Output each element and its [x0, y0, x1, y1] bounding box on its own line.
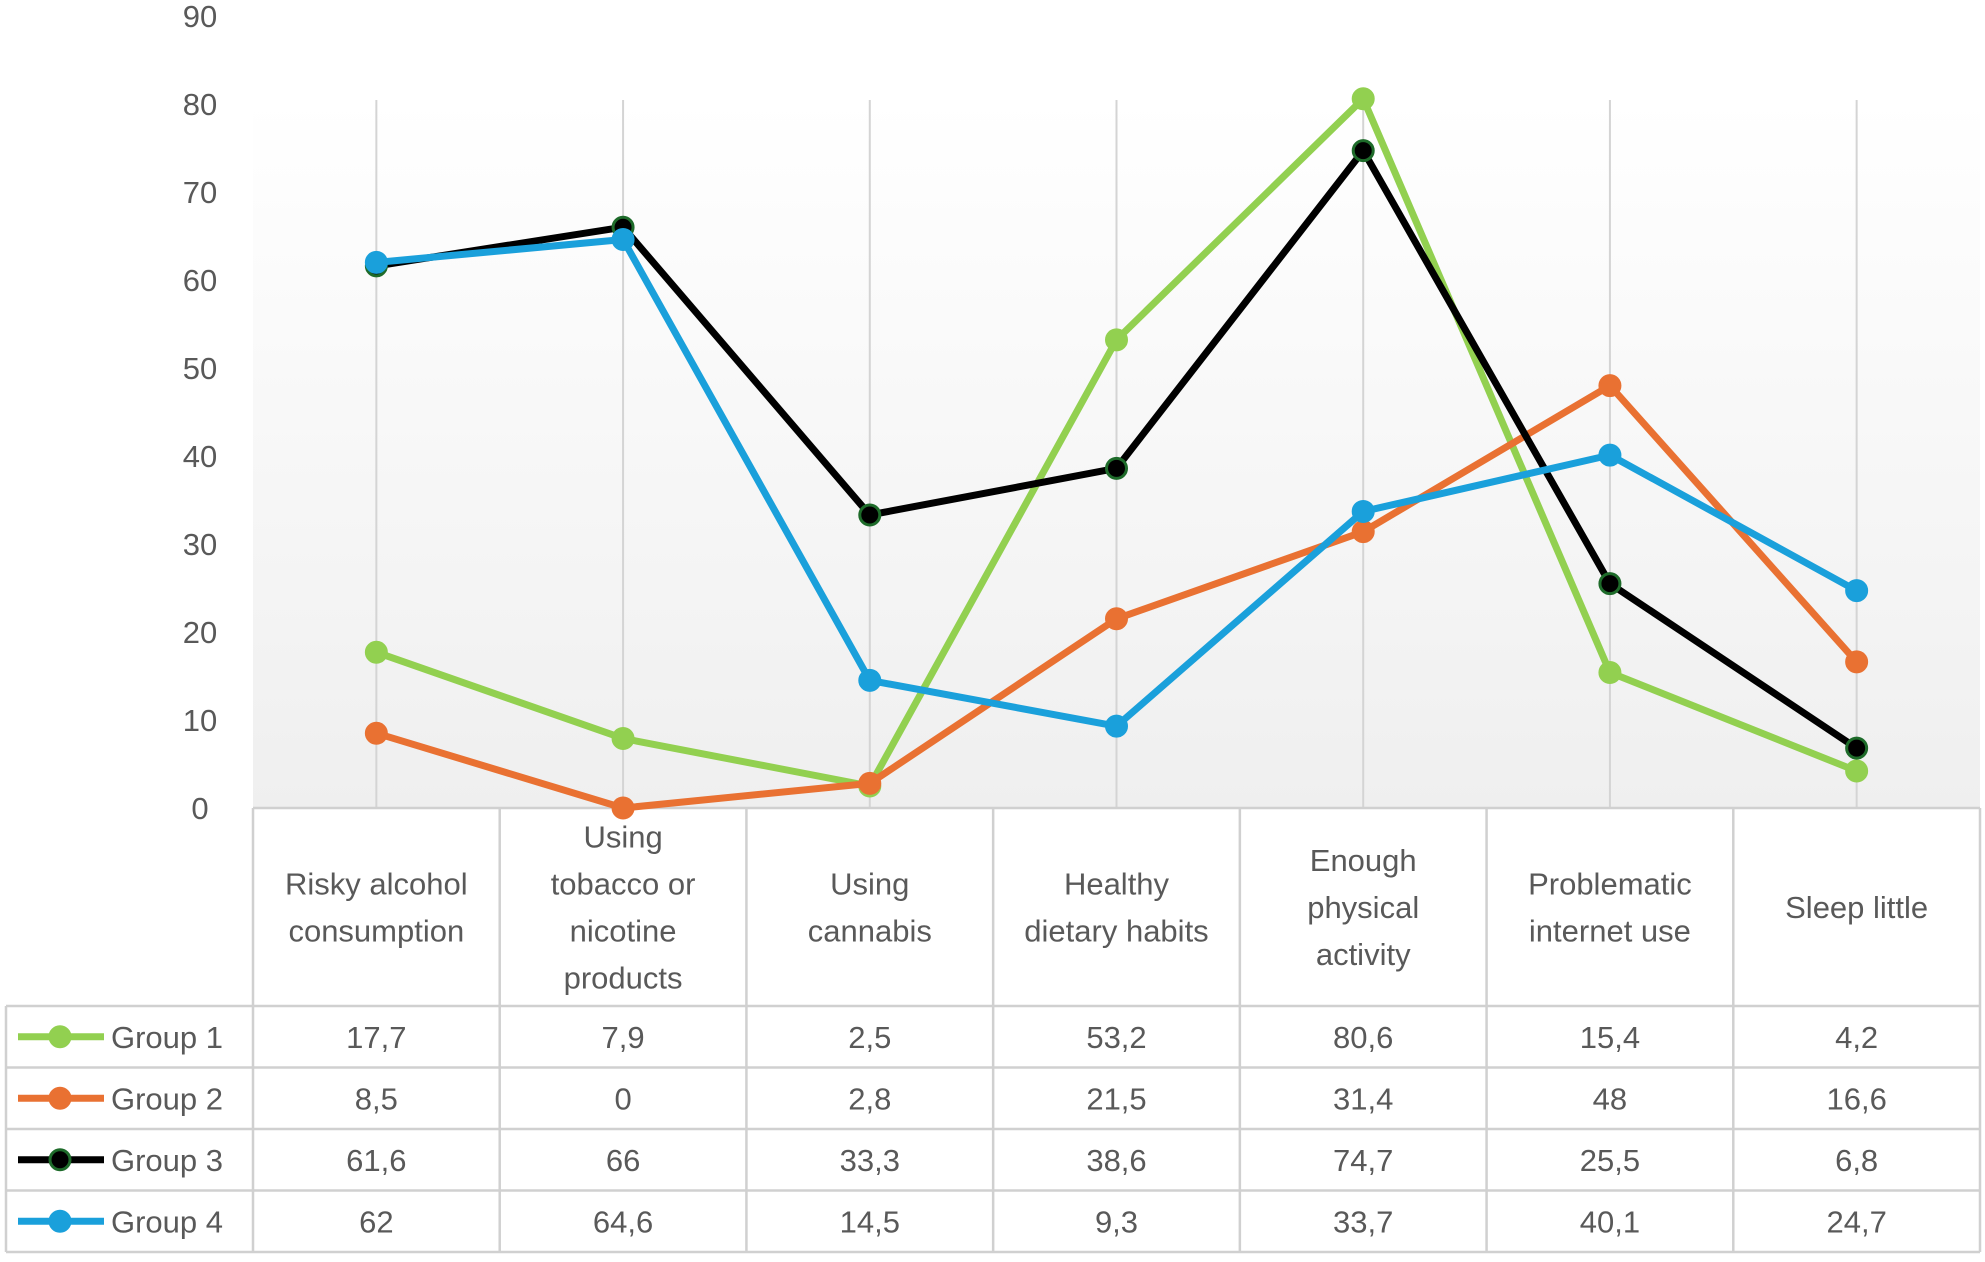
table-cell-value: 31,4: [1333, 1081, 1393, 1116]
table-cell-value: 64,6: [593, 1204, 653, 1239]
category-label: physical: [1307, 890, 1419, 925]
table-cell-value: 48: [1593, 1081, 1627, 1116]
data-point: [364, 721, 388, 745]
data-point: [1351, 499, 1375, 523]
table-cell-value: 24,7: [1826, 1204, 1886, 1239]
legend-series-name: Group 4: [111, 1204, 223, 1239]
y-tick-label: 20: [183, 615, 217, 650]
legend-key-marker: [48, 1025, 72, 1049]
table-cell-value: 53,2: [1086, 1020, 1146, 1055]
table-cell-value: 14,5: [840, 1204, 900, 1239]
table-cell-value: 33,7: [1333, 1204, 1393, 1239]
table-cell-value: 0: [614, 1081, 631, 1116]
table-cell-value: 15,4: [1580, 1020, 1640, 1055]
y-tick-label: 30: [183, 527, 217, 562]
data-point: [1845, 579, 1869, 603]
table-cell-value: 21,5: [1086, 1081, 1146, 1116]
data-point: [364, 640, 388, 664]
legend-key-marker: [48, 1086, 72, 1110]
data-point: [1598, 443, 1622, 467]
category-label: Problematic: [1528, 867, 1692, 902]
category-label: cannabis: [808, 914, 932, 949]
table-cell-value: 62: [359, 1204, 393, 1239]
table-cell-value: 66: [606, 1143, 640, 1178]
category-label: Using: [583, 820, 662, 855]
table-cell-value: 9,3: [1095, 1204, 1138, 1239]
category-label: Sleep little: [1785, 890, 1928, 925]
y-tick-label: 10: [183, 703, 217, 738]
y-tick-label: 90: [183, 0, 217, 34]
y-tick-label: 0: [191, 791, 208, 826]
category-label: internet use: [1529, 914, 1691, 949]
legend-series-name: Group 2: [111, 1081, 223, 1116]
y-tick-label: 70: [183, 175, 217, 210]
table-cell-value: 8,5: [355, 1081, 398, 1116]
y-tick-label: 60: [183, 263, 217, 298]
category-label: Using: [830, 867, 909, 902]
category-label: activity: [1316, 937, 1411, 972]
category-label: nicotine: [570, 914, 677, 949]
data-point: [1351, 139, 1375, 163]
data-point: [1105, 714, 1128, 738]
category-label: dietary habits: [1024, 914, 1208, 949]
data-point: [1845, 650, 1869, 674]
y-tick-label: 40: [183, 439, 217, 474]
category-label: Enough: [1310, 843, 1417, 878]
data-point: [1598, 660, 1622, 684]
table-cell-value: 25,5: [1580, 1143, 1640, 1178]
data-point: [1845, 736, 1869, 760]
table-cell-value: 2,5: [848, 1020, 891, 1055]
table-cell-value: 38,6: [1086, 1143, 1146, 1178]
data-point: [1598, 572, 1622, 596]
data-point: [611, 726, 635, 750]
legend-key-marker: [48, 1148, 72, 1172]
category-label: tobacco or: [551, 867, 696, 902]
data-point: [611, 228, 635, 252]
data-point: [1105, 456, 1128, 480]
table-cell-value: 6,8: [1835, 1143, 1878, 1178]
table-cell-value: 4,2: [1835, 1020, 1878, 1055]
table-cell-value: 7,9: [602, 1020, 645, 1055]
legend-series-name: Group 1: [111, 1020, 223, 1055]
table-cell-value: 33,3: [840, 1143, 900, 1178]
table-cell-value: 17,7: [346, 1020, 406, 1055]
data-point: [1105, 607, 1128, 631]
legend-key-marker: [48, 1209, 72, 1233]
table-cell-value: 2,8: [848, 1081, 891, 1116]
category-label: Healthy: [1064, 867, 1170, 902]
data-point: [858, 771, 882, 795]
category-label: consumption: [288, 914, 464, 949]
table-cell-value: 74,7: [1333, 1143, 1393, 1178]
legend-series-name: Group 3: [111, 1143, 223, 1178]
data-point: [364, 250, 388, 274]
table-cell-value: 40,1: [1580, 1204, 1640, 1239]
data-point: [858, 503, 882, 527]
data-point: [1105, 328, 1128, 352]
category-label: Risky alcohol: [285, 867, 468, 902]
table-cell-value: 61,6: [346, 1143, 406, 1178]
y-tick-label: 80: [183, 87, 217, 122]
data-point: [858, 668, 882, 692]
table-cell-value: 80,6: [1333, 1020, 1393, 1055]
y-tick-label: 50: [183, 351, 217, 386]
data-point: [1598, 374, 1622, 398]
data-point: [1845, 759, 1869, 783]
category-label: products: [564, 961, 683, 996]
data-point: [611, 796, 635, 820]
data-point: [1351, 87, 1375, 111]
data-point: [1351, 520, 1375, 544]
table-cell-value: 16,6: [1826, 1081, 1886, 1116]
